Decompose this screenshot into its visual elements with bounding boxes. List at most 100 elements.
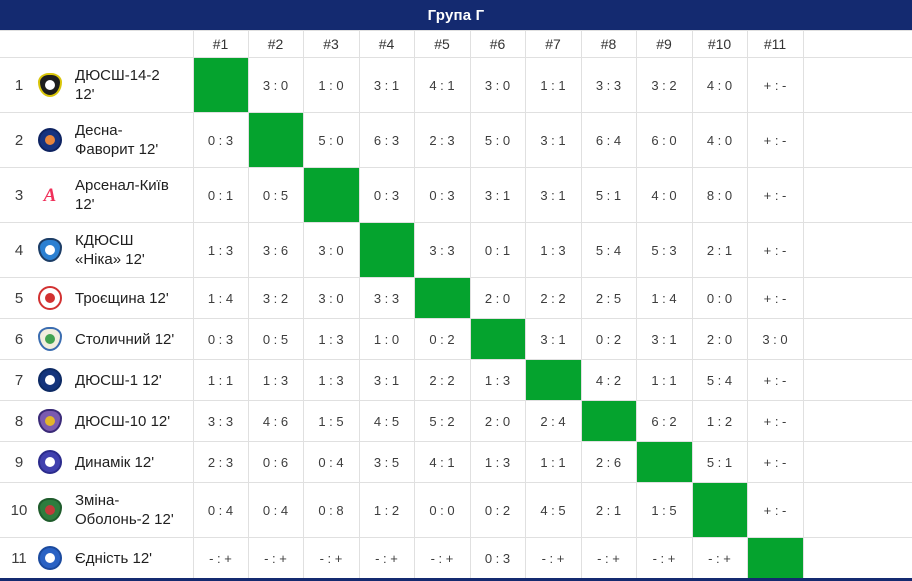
score-cell: 1 : 4 (192, 277, 249, 319)
score-cell: 3 : 1 (358, 359, 415, 401)
score-cell: 0 : 5 (247, 318, 304, 360)
team-cell: 7 ДЮСШ-1 12' (0, 359, 194, 401)
score-cell: 4 : 5 (524, 482, 582, 538)
score-cell: 4 : 5 (358, 400, 415, 442)
score-cell: 6 : 2 (635, 400, 693, 442)
team-badge-dyussh-1 (38, 368, 62, 392)
score-cell: 2 : 3 (413, 112, 471, 168)
score-cell: 0 : 0 (691, 277, 748, 319)
score-cell: - : + (524, 537, 582, 580)
score-cell: 5 : 3 (635, 222, 693, 278)
score-cell: + : - (746, 277, 804, 319)
score-cell: 3 : 1 (524, 112, 582, 168)
results-table: #1 #2 #3 #4 #5 #6 #7 #8 #9 #10 #11 1 ДЮСШ-14-2 12' 3… (0, 30, 912, 581)
score-cell: 1 : 3 (469, 359, 526, 401)
score-cell: 4 : 0 (691, 57, 748, 113)
score-cell: 2 : 0 (469, 277, 526, 319)
score-cell: + : - (746, 441, 804, 483)
row-number: 3 (14, 186, 24, 204)
score-cell: 3 : 1 (469, 167, 526, 223)
score-cell: 0 : 0 (413, 482, 471, 538)
score-cell: 3 : 0 (247, 57, 304, 113)
row-number: 7 (14, 371, 24, 389)
score-cell: 0 : 2 (413, 318, 471, 360)
column-header: #10 (691, 30, 748, 58)
score-cell: 1 : 2 (358, 482, 415, 538)
score-cell: 0 : 1 (469, 222, 526, 278)
score-cell: 4 : 1 (413, 57, 471, 113)
column-header-row: #1 #2 #3 #4 #5 #6 #7 #8 #9 #10 #11 (0, 30, 912, 58)
score-cell: 1 : 3 (247, 359, 304, 401)
score-cell: 1 : 3 (302, 318, 360, 360)
score-cell: 0 : 3 (192, 112, 249, 168)
team-name: Столичний 12' (75, 330, 175, 348)
score-cell: 3 : 1 (524, 167, 582, 223)
score-cell: + : - (746, 112, 804, 168)
score-cell: 0 : 6 (247, 441, 304, 483)
score-cell: 1 : 1 (524, 441, 582, 483)
score-cell: 0 : 1 (192, 167, 249, 223)
score-cell: 3 : 3 (192, 400, 249, 442)
score-cell: 2 : 6 (580, 441, 637, 483)
empty-tail-cell (802, 57, 912, 113)
team-name: ДЮСШ-14-2 12' (75, 67, 160, 103)
empty-tail-cell (802, 112, 912, 168)
tail-column-header (802, 30, 912, 58)
team-badge-dynamik (38, 450, 62, 474)
score-cell: 1 : 3 (469, 441, 526, 483)
column-header: #9 (635, 30, 693, 58)
score-cell: 2 : 3 (192, 441, 249, 483)
column-header: #6 (469, 30, 526, 58)
row-number: 6 (14, 330, 24, 348)
score-cell: - : + (691, 537, 748, 580)
empty-tail-cell (802, 167, 912, 223)
team-cell: 2 Десна-Фаворит 12' (0, 112, 194, 168)
score-cell: 2 : 2 (524, 277, 582, 319)
score-cell: 2 : 2 (413, 359, 471, 401)
row-number: 2 (14, 131, 24, 149)
score-cell: 0 : 3 (413, 167, 471, 223)
score-cell: 0 : 8 (302, 482, 360, 538)
score-cell: 2 : 5 (580, 277, 637, 319)
team-name: Єдність 12' (75, 549, 153, 567)
score-cell: 3 : 3 (580, 57, 637, 113)
team-name: Динамік 12' (75, 453, 155, 471)
score-cell: 1 : 3 (524, 222, 582, 278)
column-header: #7 (524, 30, 582, 58)
column-header: #2 (247, 30, 304, 58)
score-cell: - : + (302, 537, 360, 580)
row-number: 8 (14, 412, 24, 430)
diagonal-cell (746, 537, 804, 580)
column-header: #3 (302, 30, 360, 58)
diagonal-cell (469, 318, 526, 360)
row-number: 1 (14, 76, 24, 94)
empty-tail-cell (802, 441, 912, 483)
row-number: 5 (14, 289, 24, 307)
team-name: Десна-Фаворит 12' (75, 122, 159, 158)
team-cell: 3 А Арсенал-Київ 12' (0, 167, 194, 223)
score-cell: 6 : 3 (358, 112, 415, 168)
empty-tail-cell (802, 318, 912, 360)
score-cell: 0 : 4 (192, 482, 249, 538)
diagonal-cell (580, 400, 637, 442)
group-title-bar: Група Г (0, 0, 912, 30)
empty-tail-cell (802, 277, 912, 319)
diagonal-cell (302, 167, 360, 223)
score-cell: 1 : 1 (192, 359, 249, 401)
team-cell: 1 ДЮСШ-14-2 12' (0, 57, 194, 113)
score-cell: 0 : 4 (247, 482, 304, 538)
score-cell: 1 : 4 (635, 277, 693, 319)
score-cell: 0 : 3 (358, 167, 415, 223)
score-cell: 0 : 3 (192, 318, 249, 360)
row-number: 10 (10, 501, 28, 519)
score-cell: 2 : 1 (580, 482, 637, 538)
empty-tail-cell (802, 222, 912, 278)
diagonal-cell (247, 112, 304, 168)
score-cell: - : + (580, 537, 637, 580)
score-cell: 3 : 2 (247, 277, 304, 319)
